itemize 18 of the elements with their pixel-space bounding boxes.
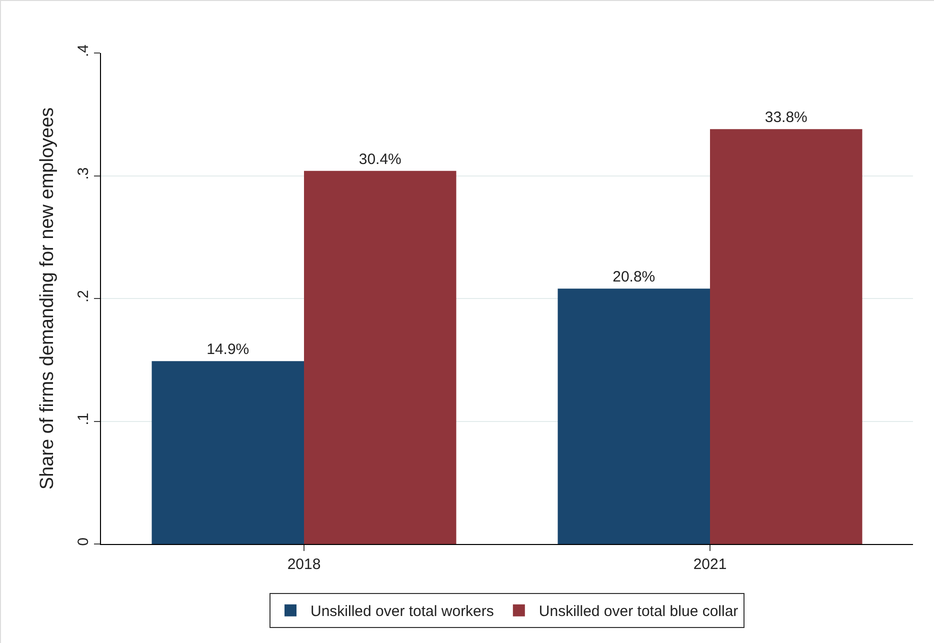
data-label: 14.9% — [206, 341, 250, 358]
y-tick-label: .3 — [75, 167, 92, 180]
data-label: 20.8% — [612, 268, 656, 286]
y-tick-label: .2 — [75, 290, 92, 303]
legend-label: Unskilled over total blue collar — [538, 603, 738, 620]
legend-label: Unskilled over total workers — [310, 603, 494, 620]
data-label: 33.8% — [764, 109, 808, 126]
y-tick-label: 0 — [75, 538, 92, 546]
y-tick-label: .1 — [75, 412, 92, 426]
x-tick-label: 2018 — [287, 556, 321, 573]
bar — [304, 170, 456, 544]
bar — [558, 288, 710, 544]
y-axis-title: Share of firms demanding for new employees — [37, 107, 58, 490]
data-label: 30.4% — [358, 150, 402, 168]
bar — [152, 361, 304, 544]
y-tick-label: .4 — [75, 44, 92, 58]
x-tick-label: 2021 — [693, 556, 727, 573]
bar — [710, 129, 862, 544]
